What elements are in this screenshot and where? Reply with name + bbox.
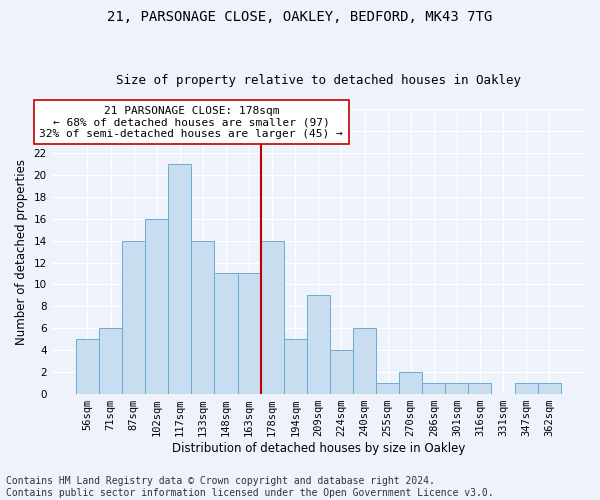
Bar — [445, 383, 469, 394]
Bar — [99, 328, 122, 394]
Bar — [538, 383, 561, 394]
Bar — [469, 383, 491, 394]
Bar — [191, 240, 214, 394]
Y-axis label: Number of detached properties: Number of detached properties — [15, 158, 28, 344]
Bar — [238, 274, 260, 394]
Bar — [76, 340, 99, 394]
Title: Size of property relative to detached houses in Oakley: Size of property relative to detached ho… — [116, 74, 521, 87]
Bar — [399, 372, 422, 394]
Bar — [307, 296, 330, 394]
Bar — [122, 240, 145, 394]
Bar — [260, 240, 284, 394]
Bar — [168, 164, 191, 394]
Bar — [214, 274, 238, 394]
Bar — [422, 383, 445, 394]
Bar — [515, 383, 538, 394]
Text: 21 PARSONAGE CLOSE: 178sqm
← 68% of detached houses are smaller (97)
32% of semi: 21 PARSONAGE CLOSE: 178sqm ← 68% of deta… — [40, 106, 343, 139]
Text: 21, PARSONAGE CLOSE, OAKLEY, BEDFORD, MK43 7TG: 21, PARSONAGE CLOSE, OAKLEY, BEDFORD, MK… — [107, 10, 493, 24]
Text: Contains HM Land Registry data © Crown copyright and database right 2024.
Contai: Contains HM Land Registry data © Crown c… — [6, 476, 494, 498]
Bar — [284, 340, 307, 394]
X-axis label: Distribution of detached houses by size in Oakley: Distribution of detached houses by size … — [172, 442, 465, 455]
Bar — [145, 218, 168, 394]
Bar — [330, 350, 353, 394]
Bar — [376, 383, 399, 394]
Bar — [353, 328, 376, 394]
